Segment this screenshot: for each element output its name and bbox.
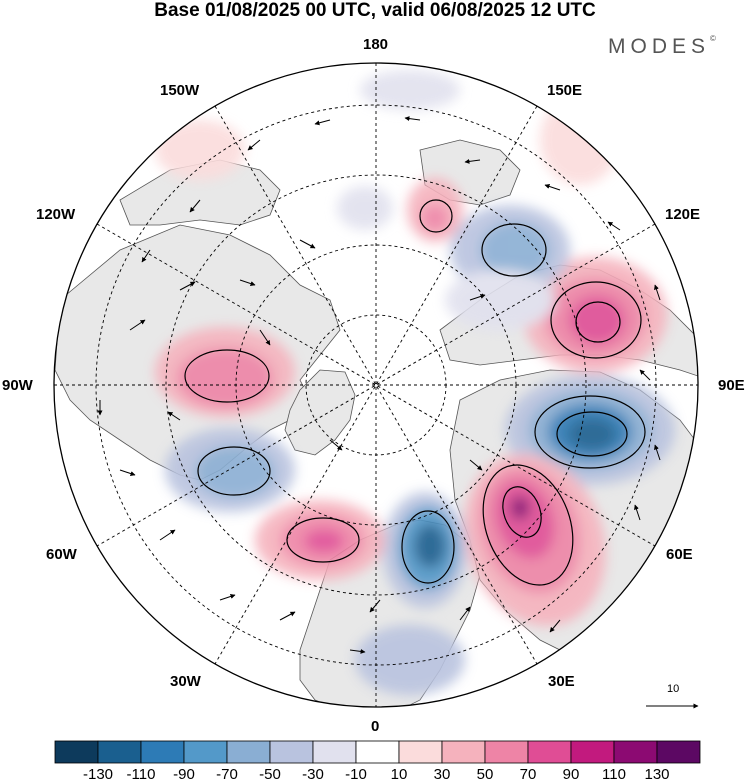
lon-label-180: 180 — [363, 36, 389, 53]
colorbar-tick-label: -30 — [302, 766, 324, 783]
greenland — [284, 369, 356, 456]
lon-label-30w: 30W — [170, 673, 201, 690]
colorbar — [54, 740, 701, 764]
lon-label-150e: 150E — [547, 82, 583, 99]
colorbar-tick-label: -110 — [126, 766, 156, 783]
colorbar-swatch — [226, 740, 271, 764]
colorbar-tick-label: -70 — [216, 766, 238, 783]
colorbar-swatch — [269, 740, 314, 764]
lon-label-60w: 60W — [46, 546, 77, 563]
colorbar-swatch — [398, 740, 443, 764]
colorbar-tick-label: 90 — [562, 766, 580, 783]
colorbar-swatch — [441, 740, 486, 764]
lon-label-0: 0 — [371, 718, 380, 735]
colorbar-swatch — [97, 740, 142, 764]
colorbar-tick-label: 10 — [390, 766, 408, 783]
colorbar-swatch — [656, 740, 701, 764]
colorbar-swatch — [613, 740, 658, 764]
map-boundary — [53, 62, 699, 708]
colorbar-tick-label: 130 — [644, 766, 670, 783]
colorbar-swatch — [312, 740, 357, 764]
colorbar-tick-label: 110 — [602, 766, 626, 783]
lon-label-90w: 90W — [2, 377, 33, 394]
map-title: Base 01/08/2025 00 UTC, valid 06/08/2025… — [154, 0, 596, 21]
lon-label-30e: 30E — [548, 673, 575, 690]
colorbar-tick-label: -10 — [345, 766, 367, 783]
colorbar-swatch — [183, 740, 228, 764]
lon-label-120e: 120E — [665, 206, 701, 223]
reference-vector-label: 10 — [667, 683, 680, 695]
colorbar-tick-label: -130 — [82, 766, 114, 783]
wind-vectors — [97, 116, 661, 654]
lon-label-120w: 120W — [36, 206, 76, 223]
modes-logo: MODES© — [608, 34, 716, 58]
colorbar-swatch — [54, 740, 99, 764]
colorbar-tick-label: 30 — [433, 766, 451, 783]
contour-lines — [184, 199, 646, 586]
lon-label-90e: 90E — [718, 377, 745, 394]
colorbar-tick-label: 70 — [519, 766, 537, 783]
colorbar-swatch — [355, 740, 400, 764]
colorbar-tick-label: -50 — [259, 766, 281, 783]
colorbar-swatch — [140, 740, 185, 764]
colorbar-swatch — [527, 740, 572, 764]
colorbar-swatch — [484, 740, 529, 764]
graticule — [54, 63, 698, 707]
colorbar-tick-label: 50 — [476, 766, 494, 783]
lon-label-150w: 150W — [160, 82, 200, 99]
colorbar-swatch — [570, 740, 615, 764]
lon-label-60e: 60E — [666, 546, 693, 563]
colorbar-tick-label: -90 — [173, 766, 195, 783]
